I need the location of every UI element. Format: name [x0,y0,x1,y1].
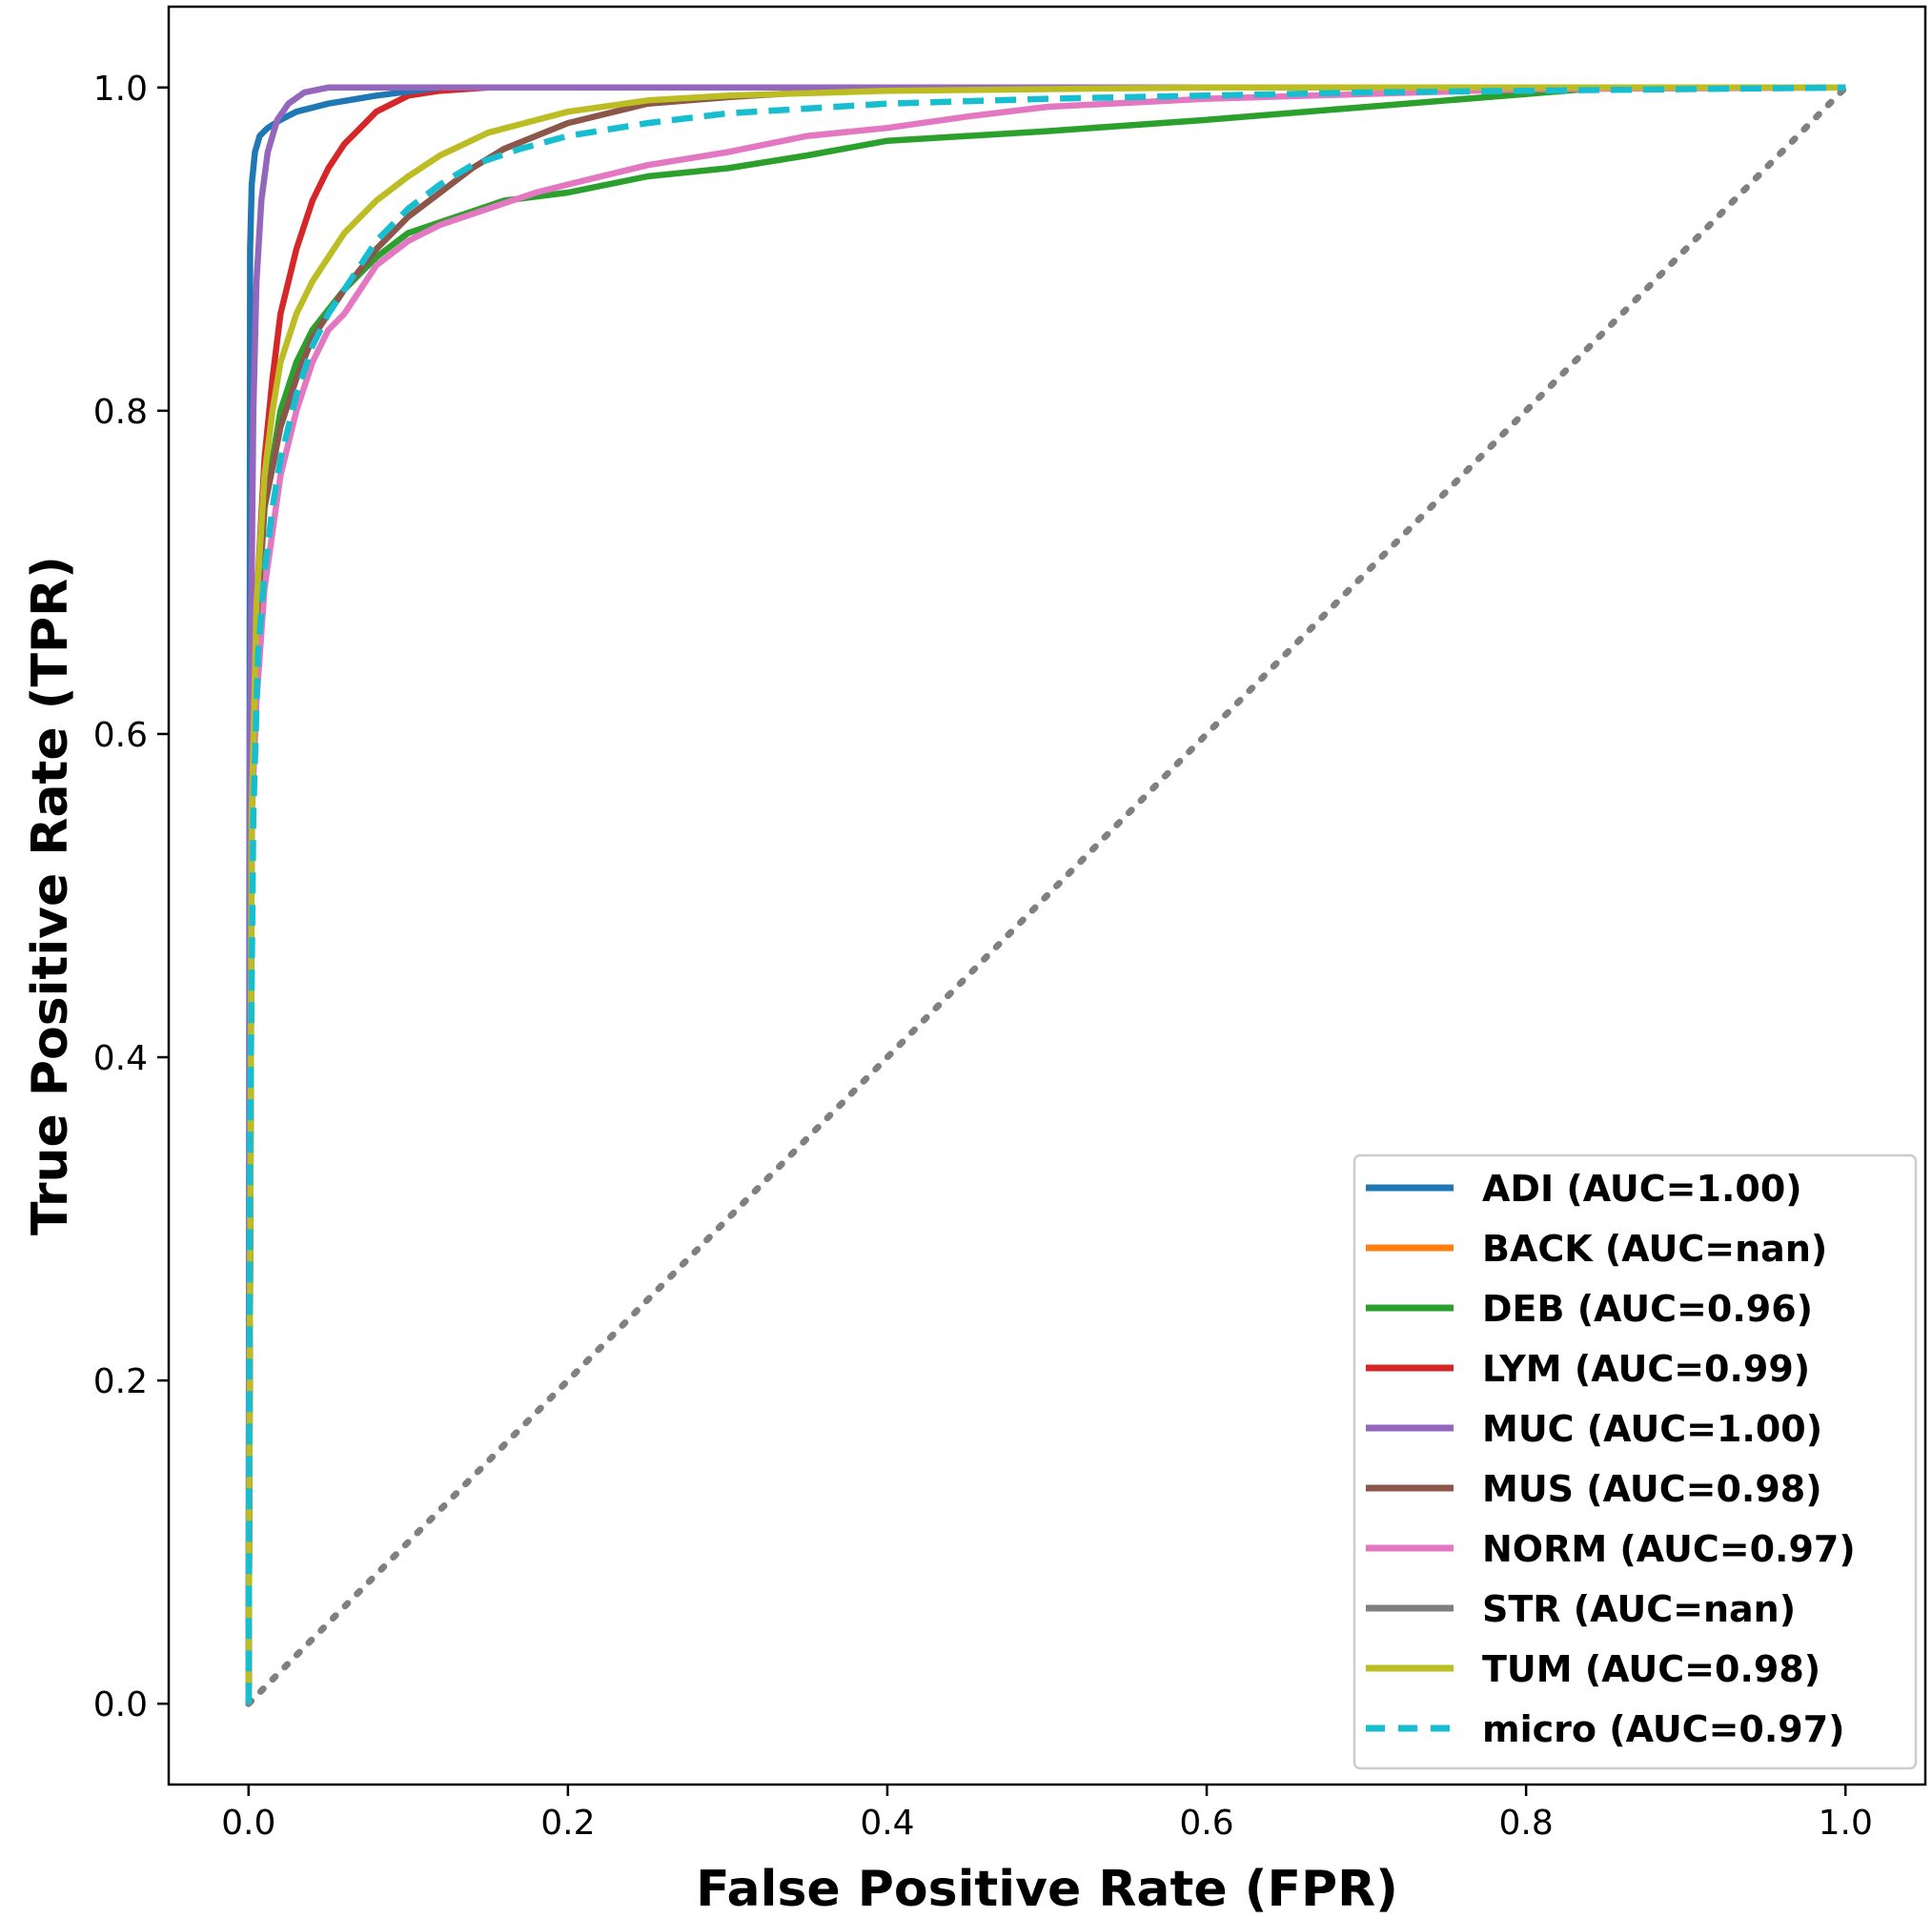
x-tick-label: 1.0 [1819,1804,1873,1843]
series-line-micro [245,84,1846,1704]
legend-label-str: STR (AUC=nan) [1482,1588,1796,1630]
y-tick-label: 0.8 [93,393,148,432]
legend-label-tum: TUM (AUC=0.98) [1482,1648,1820,1690]
legend-label-muc: MUC (AUC=1.00) [1482,1408,1822,1450]
x-tick-label: 0.4 [860,1804,914,1843]
x-tick-label: 0.8 [1499,1804,1554,1843]
y-tick-label: 0.0 [93,1685,148,1724]
legend-box [1352,1153,1918,1770]
x-tick-label: 0.0 [221,1804,275,1843]
x-tick-label: 0.2 [540,1804,595,1843]
x-axis-title: False Positive Rate (FPR) [696,1861,1398,1918]
legend-label-deb: DEB (AUC=0.96) [1482,1288,1813,1330]
y-tick-label: 0.4 [93,1039,148,1078]
y-tick-label: 0.6 [93,716,148,755]
x-axis-ticks: 0.0 0.2 0.4 0.6 0.8 1.0 [221,1785,1873,1843]
chance-diagonal-line [245,84,1849,1707]
legend: ADI (AUC=1.00) BACK (AUC=nan) DEB (AUC=0.9… [1352,1153,1918,1770]
legend-label-micro: micro (AUC=0.97) [1482,1708,1845,1750]
legend-label-mus: MUS (AUC=0.98) [1482,1468,1822,1510]
series-line-norm [245,84,1846,1704]
axes-frame [167,5,1927,1786]
y-tick-label: 0.2 [93,1362,148,1401]
plot-area [245,84,1849,1707]
series-line-muc [245,84,1846,1704]
legend-label-norm: NORM (AUC=0.97) [1482,1528,1856,1570]
series-line-tum [245,84,1846,1704]
y-axis-title: True Positive Rate (TPR) [22,556,79,1235]
y-tick-label: 1.0 [93,70,148,109]
y-axis-ticks: 0.0 0.2 0.4 0.6 0.8 1.0 [93,70,169,1724]
x-tick-label: 0.6 [1179,1804,1233,1843]
legend-label-back: BACK (AUC=nan) [1482,1228,1827,1270]
legend-label-lym: LYM (AUC=0.99) [1482,1348,1810,1390]
legend-label-adi: ADI (AUC=1.00) [1482,1168,1802,1210]
